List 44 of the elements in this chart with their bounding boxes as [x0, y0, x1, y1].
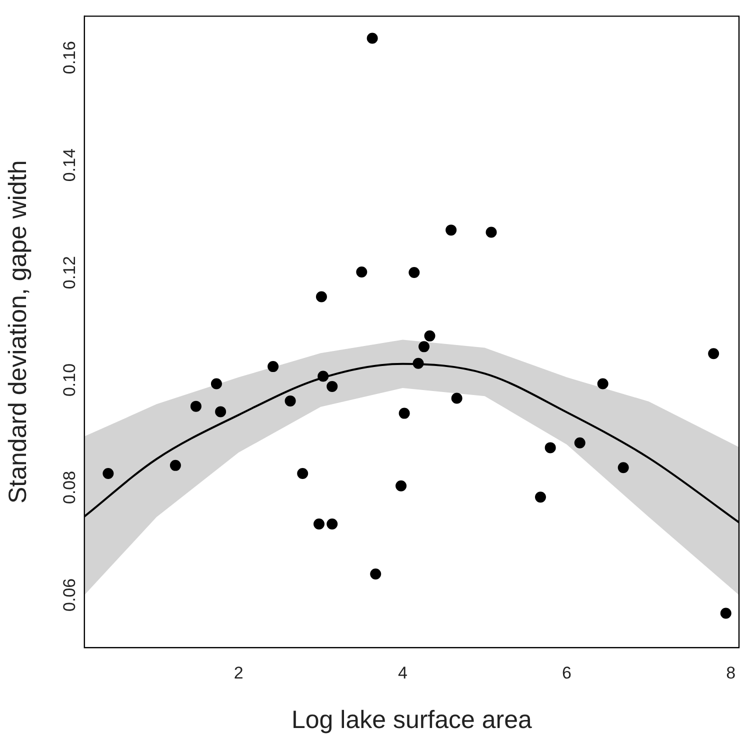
- point: [396, 480, 407, 492]
- y-tick-label: 0.06: [60, 578, 80, 612]
- point: [451, 392, 462, 404]
- point: [544, 442, 556, 454]
- point: [297, 468, 308, 479]
- point: [412, 358, 424, 369]
- point: [597, 378, 608, 390]
- point: [486, 226, 497, 238]
- y-tick-label: 0.08: [60, 470, 80, 504]
- y-tick-label: 0.16: [60, 41, 80, 74]
- point: [356, 266, 368, 278]
- point: [326, 380, 338, 392]
- point: [708, 348, 720, 360]
- point: [314, 518, 325, 530]
- point: [326, 518, 338, 530]
- point: [446, 224, 457, 236]
- point: [398, 408, 410, 419]
- point: [210, 378, 222, 390]
- point: [215, 406, 226, 418]
- y-tick-label: 0.12: [60, 256, 80, 290]
- point: [366, 32, 378, 44]
- point: [618, 462, 629, 474]
- point: [534, 492, 546, 503]
- point: [424, 330, 436, 342]
- x-tick-label: 6: [562, 663, 572, 682]
- point: [418, 341, 430, 352]
- point: [318, 370, 329, 382]
- point: [102, 468, 114, 479]
- point: [316, 291, 327, 302]
- x-tick-label: 4: [398, 663, 408, 682]
- x-axis-title: Log lake surface area: [291, 706, 532, 734]
- point: [190, 400, 202, 412]
- x-tick-label: 8: [726, 663, 736, 682]
- y-tick-label: 0.10: [60, 363, 80, 397]
- y-axis-title: Standard deviation, gape width: [4, 160, 32, 504]
- point: [284, 395, 296, 406]
- point: [720, 608, 732, 619]
- point: [408, 267, 420, 278]
- point: [268, 361, 279, 372]
- y-tick-label: 0.14: [60, 148, 80, 182]
- point: [370, 568, 382, 580]
- point: [170, 460, 181, 471]
- x-tick-label: 2: [234, 663, 244, 682]
- point: [574, 437, 586, 448]
